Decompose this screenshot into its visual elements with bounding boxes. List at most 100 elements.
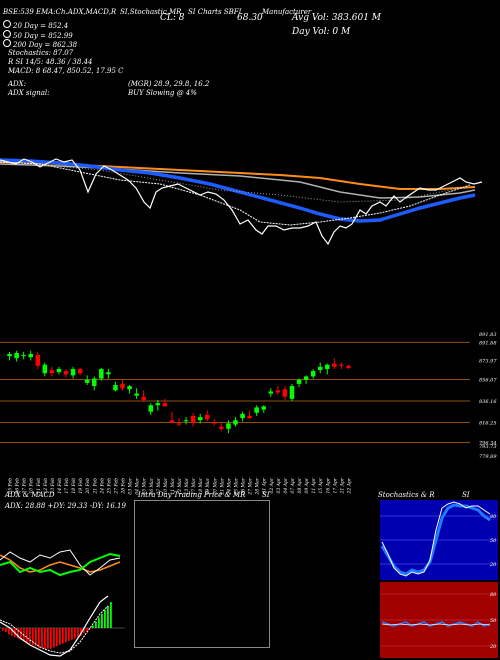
macd-bar <box>32 628 34 645</box>
date-tick-label: 03 Apr <box>276 477 282 493</box>
candle <box>325 363 330 375</box>
rsi-readout: R SI 14/5: 48.36 / 38.44 <box>8 58 93 66</box>
macd-bar <box>11 628 13 636</box>
candle <box>226 420 231 434</box>
candle-body <box>77 368 83 374</box>
macd-bar <box>5 628 7 632</box>
adx-values: (MGR) 28.9, 29.8, 16.2 <box>128 80 210 88</box>
macd-histogram <box>2 602 112 649</box>
macd-signal-line <box>0 605 109 654</box>
date-tick-label: 11 Feb <box>36 478 42 494</box>
date-tick-label: 03 Mar <box>128 477 134 494</box>
candle <box>176 418 182 427</box>
candle-body <box>247 415 252 419</box>
date-axis: 05 Feb 06 Feb 07 Feb 10 Feb 11 Feb 12 Feb 13 F… <box>8 477 353 495</box>
stochastics-d-line <box>381 501 491 577</box>
macd-bar <box>41 628 43 648</box>
candle-body <box>275 390 281 393</box>
macd-bar <box>65 628 67 643</box>
candle <box>240 411 245 422</box>
candle <box>219 422 224 431</box>
candlestick-chart: 891.88 873.97 856.07 836.16 816.25 796.34793.… <box>0 332 497 496</box>
candle <box>197 413 203 424</box>
candle <box>7 351 12 361</box>
ema-line-white-thin <box>0 161 471 226</box>
price-tick-label: 779.89 <box>479 454 497 460</box>
macd-bar <box>2 628 4 631</box>
candle <box>339 362 344 369</box>
date-tick-label: 17 Mar <box>191 477 197 494</box>
macd-bar <box>68 628 70 641</box>
date-tick-label: 07 Mar <box>156 477 162 494</box>
date-tick-label: 05 Mar <box>142 477 148 494</box>
date-tick-label: 06 Mar <box>149 477 155 494</box>
ema-line-blue <box>0 158 476 223</box>
date-tick-label: 24 Feb <box>99 478 105 495</box>
candle <box>28 350 33 361</box>
candle <box>233 417 238 427</box>
date-tick-label: 14 Feb <box>57 478 63 494</box>
stochastics-tick-20: 20 <box>489 562 497 568</box>
date-tick-label: 19 Mar <box>205 477 211 494</box>
macd-bar <box>50 628 52 649</box>
date-tick-label: 06 Feb <box>15 478 21 494</box>
price-tick-label: 856.07 <box>479 378 497 384</box>
candle-body <box>282 389 288 397</box>
candle-body <box>21 355 26 357</box>
date-tick-label: 05 Feb <box>8 478 14 494</box>
macd-bar <box>95 621 97 628</box>
cl-value: 68.30 <box>237 13 263 23</box>
candle <box>289 383 295 402</box>
candle-body <box>14 352 19 359</box>
date-tick-label: 11 Apr <box>311 477 317 493</box>
ema20-readout: 20 Day = 852.4 <box>3 20 68 30</box>
candle-body <box>28 354 33 358</box>
date-tick-label: 21 Mar <box>219 477 225 495</box>
candle <box>303 375 309 384</box>
candle-body <box>148 405 154 412</box>
candle <box>49 366 55 377</box>
date-tick-label: 25 Feb <box>106 478 112 495</box>
candle <box>317 362 323 374</box>
date-tick-label: 22 Apr <box>346 477 352 494</box>
candle-body <box>92 378 97 387</box>
macd-bar <box>77 628 79 638</box>
date-tick-label: 07 Apr <box>290 477 296 493</box>
macd-bar <box>20 628 22 640</box>
price-tick-label: 793.73 <box>479 444 497 450</box>
date-tick-label: 19 Feb <box>78 478 84 494</box>
date-tick-label: 24 Mar <box>226 477 232 495</box>
candle <box>35 351 41 369</box>
rsi-tick-80: 80 <box>490 592 497 598</box>
macd-bar <box>38 628 40 648</box>
date-tick-label: 10 Feb <box>29 478 35 494</box>
candle-body <box>7 354 12 357</box>
macd-bar <box>98 617 100 628</box>
price-tick-label-top: 891.83 <box>479 332 497 338</box>
candle <box>282 386 288 400</box>
candle-body <box>325 364 330 369</box>
si-charts-label: SI Charts SBFI <box>188 8 242 16</box>
adx-signal-value: BUY Slowing @ 4% <box>128 89 197 97</box>
candle <box>183 417 189 425</box>
ema50-readout: 50 Day = 852.99 <box>3 30 73 40</box>
candle <box>268 388 274 397</box>
avg-volume: Avg Vol: 383.601 M <box>292 13 381 23</box>
stochastics-chart: 80 50 20 <box>380 500 498 580</box>
manufacturer-label: Manufacturer <box>262 8 312 16</box>
candle <box>77 367 83 376</box>
candle <box>155 399 161 411</box>
macd-bar <box>44 628 46 649</box>
date-tick-label: 28 Feb <box>121 478 127 495</box>
candle <box>204 410 210 422</box>
date-tick-label: 12 Feb <box>43 478 49 494</box>
macd-bar <box>17 628 19 639</box>
macd-bar <box>53 628 55 648</box>
date-tick-label: 02 Apr <box>269 477 275 493</box>
candle <box>127 384 132 394</box>
candle <box>212 419 217 426</box>
candle-body <box>254 407 259 413</box>
candle-body <box>317 366 323 371</box>
candle-body <box>303 376 309 380</box>
date-tick-label: 28 Mar <box>255 477 261 495</box>
